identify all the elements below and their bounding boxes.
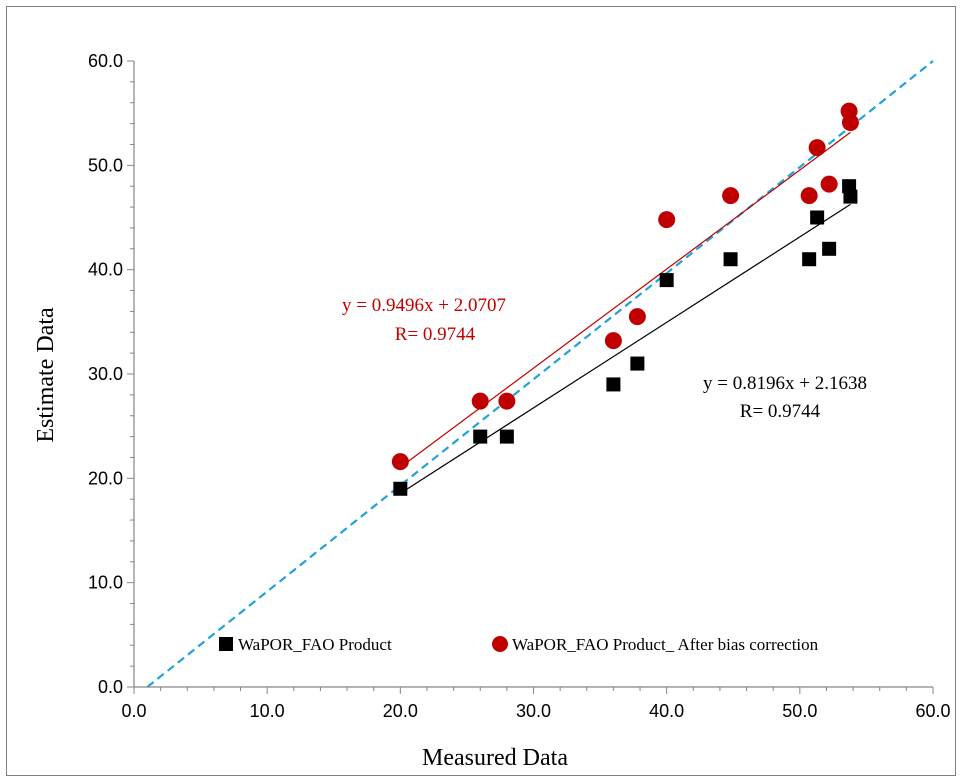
x-tick-label: 50.0 xyxy=(782,701,817,721)
y-tick-label: 40.0 xyxy=(88,260,123,280)
trendline-product xyxy=(400,203,851,494)
data-point-corrected xyxy=(808,139,826,157)
x-tick-label: 10.0 xyxy=(250,701,285,721)
reference-line-layer xyxy=(146,60,934,688)
equation-text-corrected: y = 0.9496x + 2.0707 xyxy=(342,295,506,316)
chart-frame: 0.0 10.0 20.0 30.0 40.0 50.0 60.0 0.0 10.0 20.0 30… xyxy=(6,6,956,776)
data-point-corrected xyxy=(471,392,489,410)
data-point-product xyxy=(802,252,817,267)
equation-label-corrected: y = 0.9496x + 2.0707 R= 0.9744 xyxy=(342,295,506,345)
x-tick-label: 20.0 xyxy=(383,701,418,721)
legend: WaPOR_FAO Product WaPOR_FAO Product_ Aft… xyxy=(219,635,819,654)
x-tick-label: 40.0 xyxy=(649,701,684,721)
legend-marker-corrected xyxy=(492,636,508,652)
y-axis-title: Estimate Data xyxy=(33,307,59,443)
r-text-corrected: R= 0.9744 xyxy=(395,324,476,345)
scatter-chart: 0.0 10.0 20.0 30.0 40.0 50.0 60.0 0.0 10.0 20.0 30… xyxy=(33,51,951,771)
data-point-corrected xyxy=(628,308,646,326)
data-point-corrected xyxy=(841,114,859,132)
data-point-product xyxy=(810,210,825,225)
data-point-product xyxy=(630,356,645,371)
data-point-corrected xyxy=(800,187,818,205)
data-point-product xyxy=(843,189,858,204)
equation-label-product: y = 0.8196x + 2.1638 R= 0.9744 xyxy=(703,373,867,422)
equation-text-product: y = 0.8196x + 2.1638 xyxy=(703,373,867,394)
r-text-product: R= 0.9744 xyxy=(740,401,821,422)
y-tick-label: 0.0 xyxy=(98,677,123,697)
data-point-product xyxy=(723,252,738,267)
y-tick-label: 50.0 xyxy=(88,155,123,175)
data-point-product xyxy=(393,481,408,496)
y-tick-label: 10.0 xyxy=(88,573,123,593)
data-point-corrected xyxy=(391,453,409,471)
x-tick-label: 0.0 xyxy=(121,701,146,721)
x-tick-label: 30.0 xyxy=(516,701,551,721)
axes: 0.0 10.0 20.0 30.0 40.0 50.0 60.0 0.0 10.0 20.0 30… xyxy=(88,51,951,721)
legend-marker-product xyxy=(219,637,233,651)
legend-label-corrected: WaPOR_FAO Product_ After bias correction xyxy=(512,635,819,654)
data-points xyxy=(391,102,859,496)
data-point-corrected xyxy=(604,332,622,350)
y-tick-label: 60.0 xyxy=(88,51,123,71)
y-tick-label: 30.0 xyxy=(88,364,123,384)
x-axis-title: Measured Data xyxy=(422,745,568,771)
data-point-corrected xyxy=(658,211,676,229)
data-point-corrected xyxy=(820,175,838,193)
data-point-product xyxy=(659,273,674,288)
one-to-one-line xyxy=(146,60,934,688)
data-point-corrected xyxy=(722,187,740,205)
data-point-product xyxy=(499,429,514,444)
trendline-corrected xyxy=(399,131,851,468)
data-point-product xyxy=(822,241,837,256)
x-tick-label: 60.0 xyxy=(915,701,950,721)
y-tick-label: 20.0 xyxy=(88,468,123,488)
data-point-product xyxy=(606,377,621,392)
trendline-layer xyxy=(399,131,851,494)
data-point-product xyxy=(473,429,488,444)
legend-label-product: WaPOR_FAO Product xyxy=(238,635,392,654)
data-point-corrected xyxy=(498,392,516,410)
